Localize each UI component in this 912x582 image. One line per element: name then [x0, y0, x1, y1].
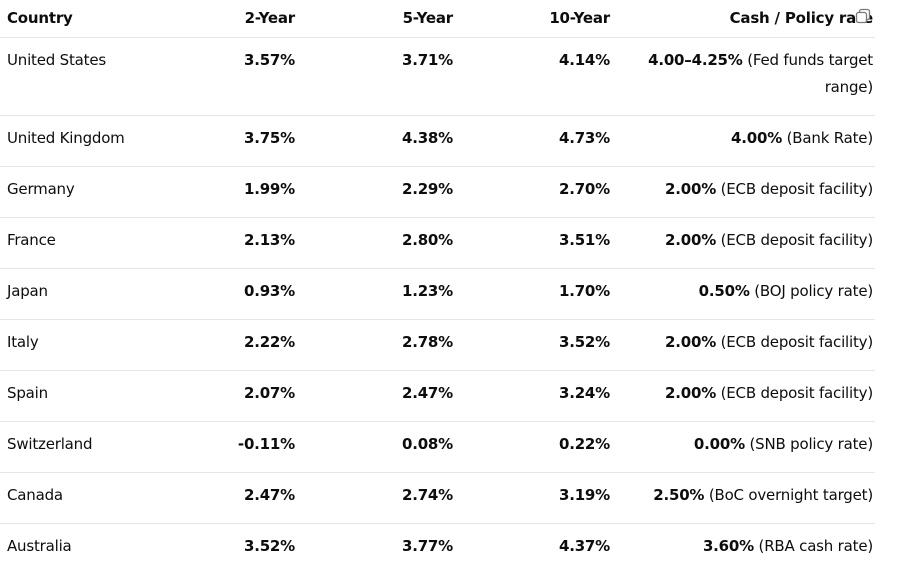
- table-row: United Kingdom 3.75% 4.38% 4.73% 4.00% (…: [0, 116, 875, 167]
- yield-10-year-cell: 3.24%: [558, 384, 610, 402]
- header-5-year: 5-Year: [402, 9, 454, 27]
- yield-5-year-cell: 3.71%: [401, 51, 453, 69]
- policy-rate-cell: 3.60% (RBA cash rate): [703, 533, 873, 560]
- yield-5-year-cell: 0.08%: [401, 435, 453, 453]
- yield-2-year-cell: -0.11%: [237, 435, 295, 453]
- yield-2-year-cell: 2.07%: [243, 384, 295, 402]
- policy-rate-value: 4.00–4.25%: [648, 51, 743, 69]
- yield-5-year-cell: 1.23%: [401, 282, 453, 300]
- policy-rate-value: 2.00%: [665, 231, 717, 249]
- yield-10-year-cell: 4.14%: [558, 51, 610, 69]
- country-cell: Switzerland: [7, 435, 93, 453]
- table-row: Australia 3.52% 3.77% 4.37% 3.60% (RBA c…: [0, 524, 875, 574]
- header-country: Country: [7, 9, 73, 27]
- table-row: Italy 2.22% 2.78% 3.52% 2.00% (ECB depos…: [0, 320, 875, 371]
- yield-2-year-cell: 3.52%: [243, 537, 295, 555]
- table-row: Japan 0.93% 1.23% 1.70% 0.50% (BOJ polic…: [0, 269, 875, 320]
- policy-rate-value: 2.00%: [665, 333, 717, 351]
- yield-2-year-cell: 3.57%: [243, 51, 295, 69]
- table-row: Canada 2.47% 2.74% 3.19% 2.50% (BoC over…: [0, 473, 875, 524]
- yield-table: Country 2-Year 5-Year 10-Year Cash / Pol…: [0, 0, 875, 574]
- policy-rate-cell: 2.00% (ECB deposit facility): [665, 329, 873, 356]
- table-header-row: Country 2-Year 5-Year 10-Year Cash / Pol…: [0, 0, 875, 38]
- country-cell: France: [7, 231, 56, 249]
- header-10-year: 10-Year: [549, 9, 610, 27]
- yield-5-year-cell: 2.74%: [401, 486, 453, 504]
- policy-rate-cell: 2.00% (ECB deposit facility): [665, 227, 873, 254]
- yield-10-year-cell: 4.37%: [558, 537, 610, 555]
- yield-5-year-cell: 2.78%: [401, 333, 453, 351]
- policy-rate-note: (ECB deposit facility): [716, 231, 874, 249]
- yield-10-year-cell: 3.52%: [558, 333, 610, 351]
- policy-rate-cell: 0.00% (SNB policy rate): [694, 431, 873, 458]
- table-row: France 2.13% 2.80% 3.51% 2.00% (ECB depo…: [0, 218, 875, 269]
- country-cell: Italy: [7, 333, 39, 351]
- yield-2-year-cell: 3.75%: [243, 129, 295, 147]
- policy-rate-value: 3.60%: [702, 537, 754, 555]
- policy-rate-value: 0.50%: [698, 282, 750, 300]
- yield-2-year-cell: 0.93%: [243, 282, 295, 300]
- country-cell: United States: [7, 51, 106, 69]
- country-cell: Japan: [7, 282, 48, 300]
- policy-rate-value: 2.00%: [665, 180, 717, 198]
- policy-rate-note: (BOJ policy rate): [749, 282, 873, 300]
- yield-5-year-cell: 2.29%: [401, 180, 453, 198]
- policy-rate-note: (Bank Rate): [782, 129, 874, 147]
- copy-icon[interactable]: [854, 7, 872, 25]
- policy-rate-note: (SNB policy rate): [744, 435, 873, 453]
- policy-rate-value: 2.00%: [665, 384, 717, 402]
- table-row: Switzerland -0.11% 0.08% 0.22% 0.00% (SN…: [0, 422, 875, 473]
- country-cell: Australia: [7, 537, 72, 555]
- yield-10-year-cell: 2.70%: [558, 180, 610, 198]
- policy-rate-cell: 4.00% (Bank Rate): [731, 125, 873, 152]
- policy-rate-value: 2.50%: [653, 486, 705, 504]
- yield-5-year-cell: 4.38%: [401, 129, 453, 147]
- policy-rate-cell: 0.50% (BOJ policy rate): [698, 278, 874, 305]
- yield-10-year-cell: 0.22%: [558, 435, 610, 453]
- table-row: Spain 2.07% 2.47% 3.24% 2.00% (ECB depos…: [0, 371, 875, 422]
- yield-10-year-cell: 1.70%: [558, 282, 610, 300]
- policy-rate-note: (Fed funds target range): [742, 51, 873, 96]
- policy-rate-value: 4.00%: [731, 129, 783, 147]
- policy-rate-cell: 2.50% (BoC overnight target): [653, 482, 873, 509]
- table-row: United States 3.57% 3.71% 4.14% 4.00–4.2…: [0, 38, 875, 116]
- yield-2-year-cell: 2.13%: [243, 231, 295, 249]
- policy-rate-cell: 2.00% (ECB deposit facility): [665, 176, 873, 203]
- yield-5-year-cell: 3.77%: [401, 537, 453, 555]
- country-cell: United Kingdom: [7, 129, 125, 147]
- yield-2-year-cell: 2.47%: [243, 486, 295, 504]
- policy-rate-note: (ECB deposit facility): [716, 384, 874, 402]
- yield-10-year-cell: 3.19%: [558, 486, 610, 504]
- yield-10-year-cell: 4.73%: [558, 129, 610, 147]
- country-cell: Spain: [7, 384, 48, 402]
- policy-rate-note: (ECB deposit facility): [716, 333, 874, 351]
- policy-rate-note: (RBA cash rate): [753, 537, 874, 555]
- yield-5-year-cell: 2.80%: [401, 231, 453, 249]
- policy-rate-cell: 4.00–4.25% (Fed funds target range): [643, 47, 873, 101]
- yield-2-year-cell: 1.99%: [243, 180, 295, 198]
- yield-10-year-cell: 3.51%: [558, 231, 610, 249]
- country-cell: Germany: [7, 180, 75, 198]
- header-2-year: 2-Year: [244, 9, 296, 27]
- policy-rate-note: (ECB deposit facility): [716, 180, 874, 198]
- yield-5-year-cell: 2.47%: [401, 384, 453, 402]
- policy-rate-value: 0.00%: [693, 435, 745, 453]
- header-policy-rate: Cash / Policy rate: [729, 9, 874, 27]
- country-cell: Canada: [7, 486, 63, 504]
- yield-2-year-cell: 2.22%: [243, 333, 295, 351]
- policy-rate-cell: 2.00% (ECB deposit facility): [665, 380, 873, 407]
- table-row: Germany 1.99% 2.29% 2.70% 2.00% (ECB dep…: [0, 167, 875, 218]
- policy-rate-note: (BoC overnight target): [704, 486, 873, 504]
